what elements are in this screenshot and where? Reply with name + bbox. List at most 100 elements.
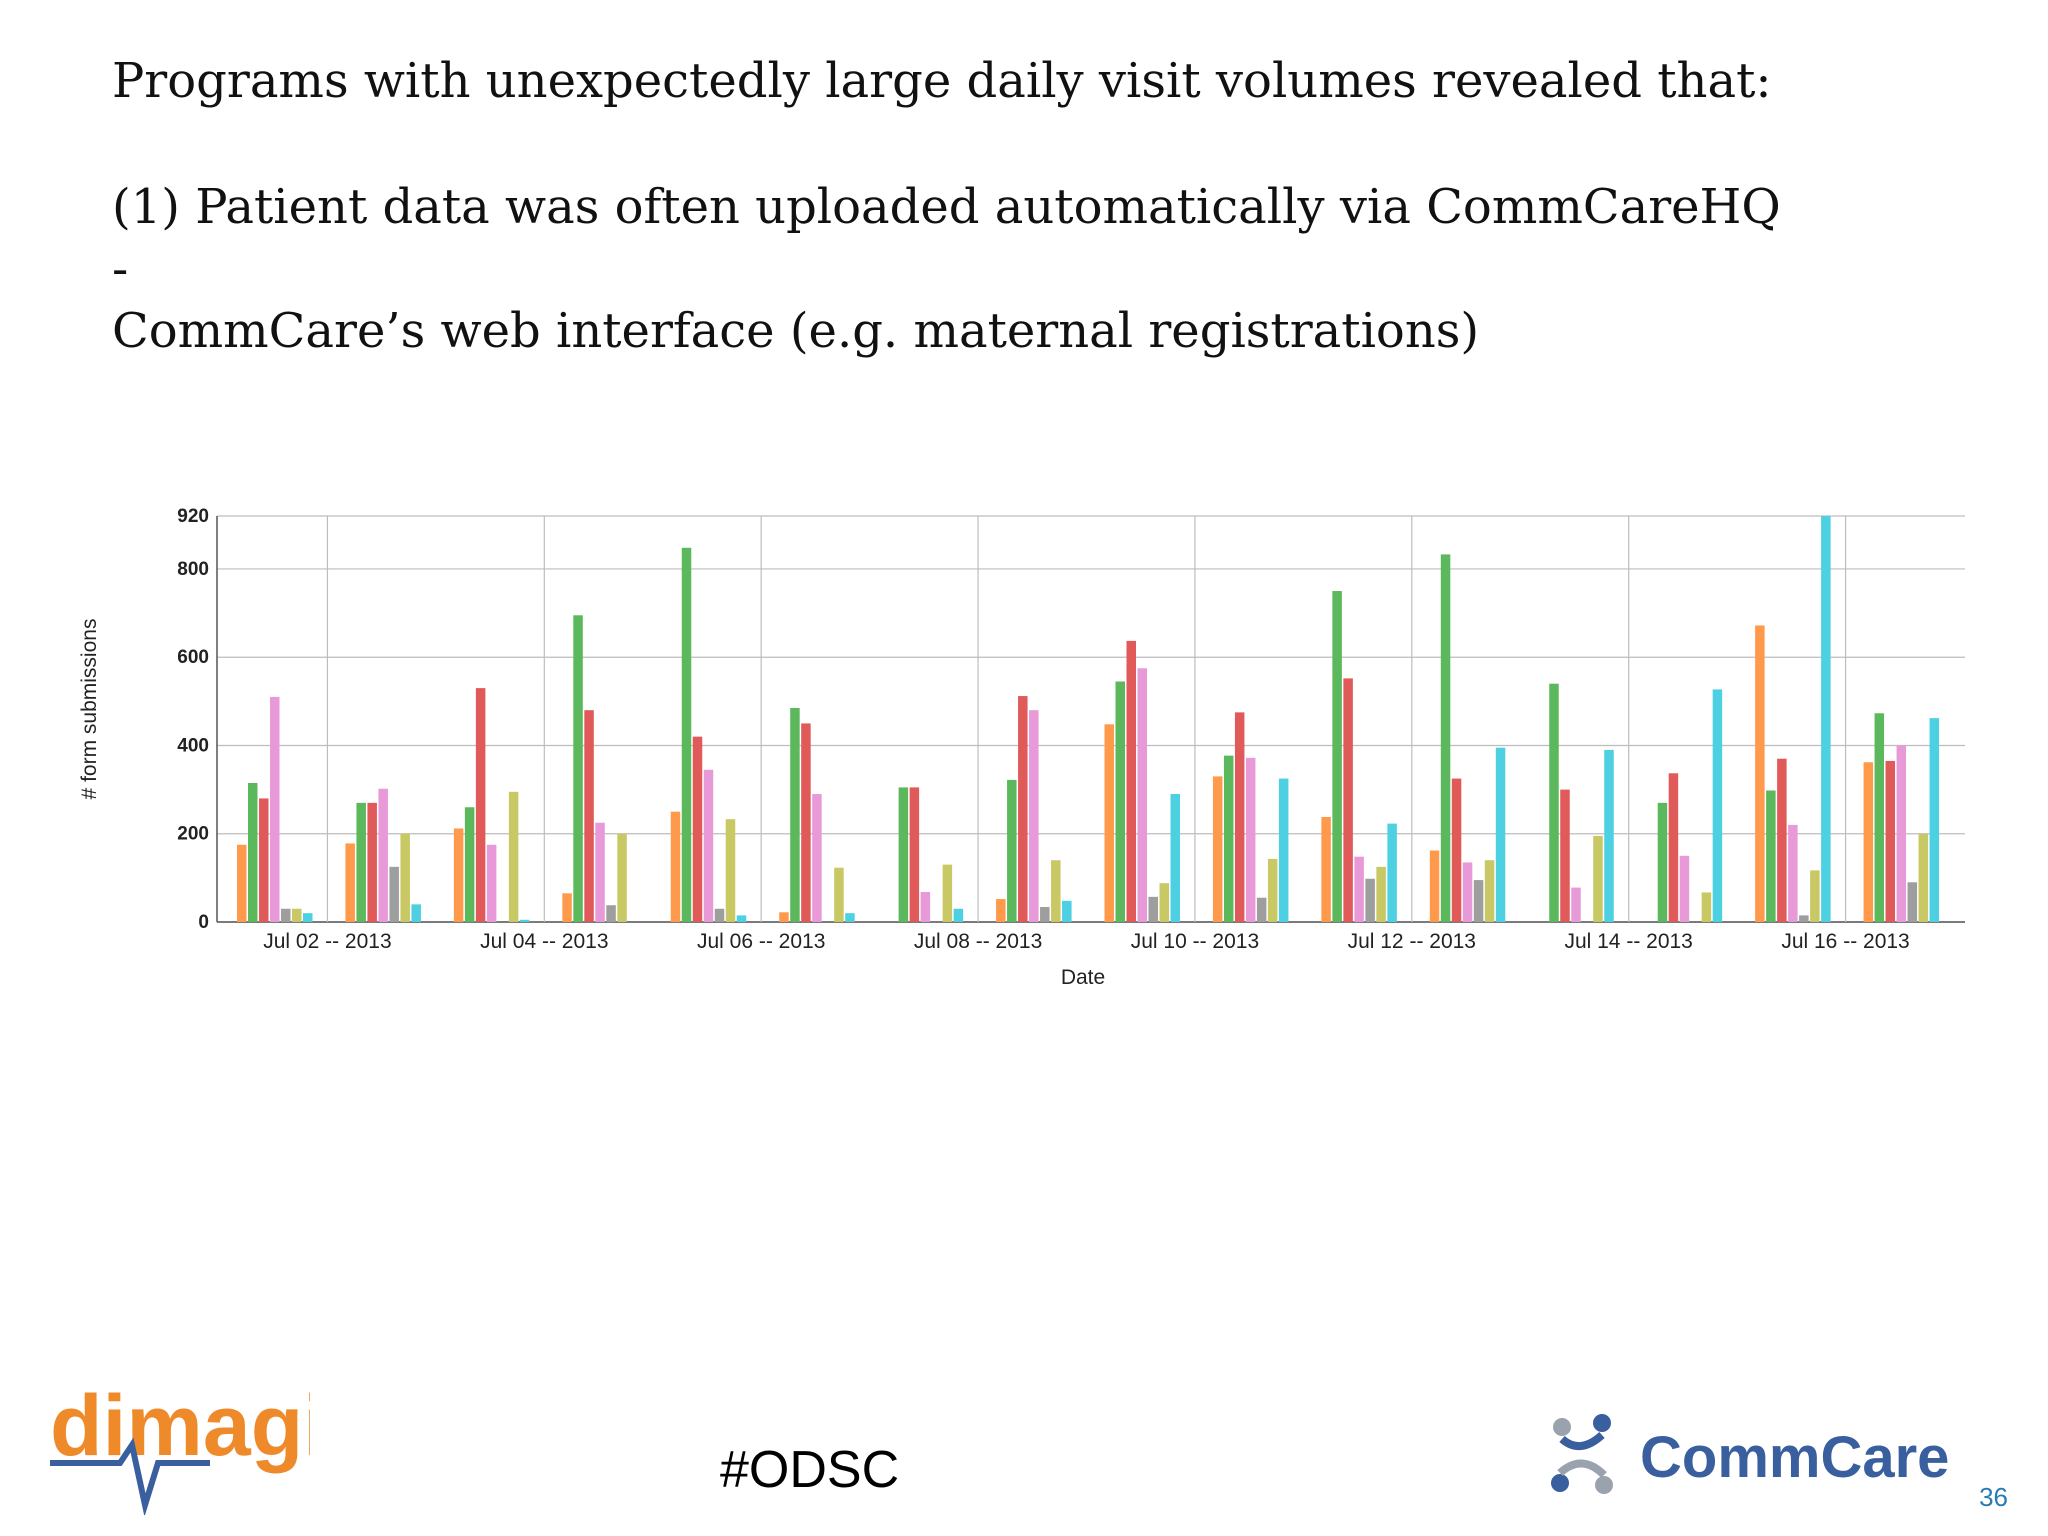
bar-red xyxy=(909,787,920,922)
bar-gray xyxy=(281,908,291,922)
bar-orange xyxy=(779,912,789,922)
bar-gray xyxy=(1473,880,1484,922)
bar-gray xyxy=(1365,878,1375,922)
bar-gray xyxy=(389,866,399,922)
bar-gray xyxy=(1799,915,1809,922)
dimagi-logo: dimagi xyxy=(50,1385,310,1515)
commcare-logo: CommCare xyxy=(1551,1414,1949,1494)
bar-olive xyxy=(1051,860,1061,922)
bar-orange xyxy=(237,844,247,922)
y-tick-label: 600 xyxy=(177,647,209,668)
dimagi-logo-text: dimagi xyxy=(50,1385,310,1474)
bar-green xyxy=(1766,790,1776,922)
bar-green xyxy=(1007,779,1017,922)
y-tick-label: 200 xyxy=(177,824,209,845)
bar-olive xyxy=(834,867,844,922)
bar-orange xyxy=(670,811,681,922)
bar-olive xyxy=(1810,870,1820,922)
bar-gray xyxy=(1907,882,1918,922)
bar-olive xyxy=(1918,833,1929,922)
y-axis-label: # form submissions xyxy=(78,619,101,800)
bar-pink xyxy=(1029,710,1039,922)
bar-red xyxy=(584,710,594,922)
x-axis-label: Date xyxy=(1061,966,1105,989)
bar-orange xyxy=(1212,776,1223,922)
bar-pink xyxy=(1679,855,1690,922)
bar-olive xyxy=(1701,892,1712,922)
bar-cyan xyxy=(953,908,964,922)
bar-cyan xyxy=(1604,749,1614,922)
form-submissions-bar-chart: 0 200 400 600 800 920 Jul 02 -- 2013 Jul 04 -- … xyxy=(78,506,1965,989)
bar-pink xyxy=(703,769,714,922)
bar-red xyxy=(1777,758,1787,922)
bar-green xyxy=(1657,802,1668,922)
x-tick-label: Jul 12 -- 2013 xyxy=(1348,930,1476,953)
x-tick-label: Jul 04 -- 2013 xyxy=(480,930,608,953)
bar-olive xyxy=(617,833,627,922)
bar-cyan xyxy=(1929,718,1940,922)
bar-green xyxy=(681,547,692,922)
bar-cyan xyxy=(1278,778,1289,922)
commcare-logo-text: CommCare xyxy=(1640,1425,1949,1490)
bar-green xyxy=(248,782,258,922)
bar-red xyxy=(692,736,703,922)
bar-olive xyxy=(400,833,410,922)
bar-orange xyxy=(1863,762,1874,922)
bar-orange xyxy=(345,843,355,922)
x-tick-label: Jul 14 -- 2013 xyxy=(1564,930,1692,953)
bar-green xyxy=(464,807,475,922)
slide-heading: Programs with unexpectedly large daily v… xyxy=(112,53,1772,109)
bar-pink xyxy=(270,696,280,922)
commcare-people-icon xyxy=(1551,1414,1613,1494)
bar-pink xyxy=(1245,757,1256,922)
bar-green xyxy=(356,802,366,922)
bar-olive xyxy=(1484,860,1495,922)
bar-orange xyxy=(996,899,1006,922)
bar-olive xyxy=(942,864,953,922)
bar-cyan xyxy=(1387,823,1397,922)
bar-cyan xyxy=(736,915,747,922)
bar-pink xyxy=(1571,887,1581,922)
bar-cyan xyxy=(1495,747,1506,922)
bar-olive xyxy=(292,908,302,922)
bar-red xyxy=(475,688,486,922)
bar-pink xyxy=(920,891,931,922)
bar-green xyxy=(1874,713,1885,922)
bar-red xyxy=(1885,760,1896,922)
bar-red xyxy=(1126,640,1136,922)
bar-gray xyxy=(1040,906,1050,922)
bar-pink xyxy=(1137,668,1147,922)
x-tick-label: Jul 10 -- 2013 xyxy=(1131,930,1259,953)
heartbeat-line-icon xyxy=(50,1437,210,1515)
bar-pink xyxy=(1788,824,1798,922)
slide-point-1: (1) Patient data was often uploaded auto… xyxy=(112,176,1812,362)
point-1-line-1: (1) Patient data was often uploaded auto… xyxy=(112,179,1781,297)
bar-red xyxy=(801,723,811,922)
bar-gray xyxy=(1256,897,1267,922)
bar-orange xyxy=(1755,625,1765,922)
bar-green xyxy=(1549,683,1559,922)
bar-olive xyxy=(1593,835,1603,922)
bar-green xyxy=(1332,591,1342,922)
bar-cyan xyxy=(1712,689,1723,922)
bar-green xyxy=(898,787,909,922)
bar-red xyxy=(259,798,269,922)
bar-pink xyxy=(486,844,497,922)
bar-cyan xyxy=(303,913,313,922)
bar-green xyxy=(1223,755,1234,922)
bar-cyan xyxy=(411,904,421,922)
bar-pink xyxy=(812,794,822,922)
x-tick-label: Jul 02 -- 2013 xyxy=(263,930,391,953)
bar-orange xyxy=(453,828,464,922)
bar-orange xyxy=(1104,724,1114,922)
bar-green xyxy=(790,707,800,922)
page-number: 36 xyxy=(1979,1482,2008,1512)
x-tick-label: Jul 06 -- 2013 xyxy=(697,930,825,953)
bar-cyan xyxy=(1170,794,1180,922)
bar-pink xyxy=(378,788,388,922)
bar-cyan xyxy=(1821,516,1831,922)
bar-cyan xyxy=(519,919,530,922)
bar-green xyxy=(1440,554,1451,922)
bar-red xyxy=(1451,778,1462,922)
